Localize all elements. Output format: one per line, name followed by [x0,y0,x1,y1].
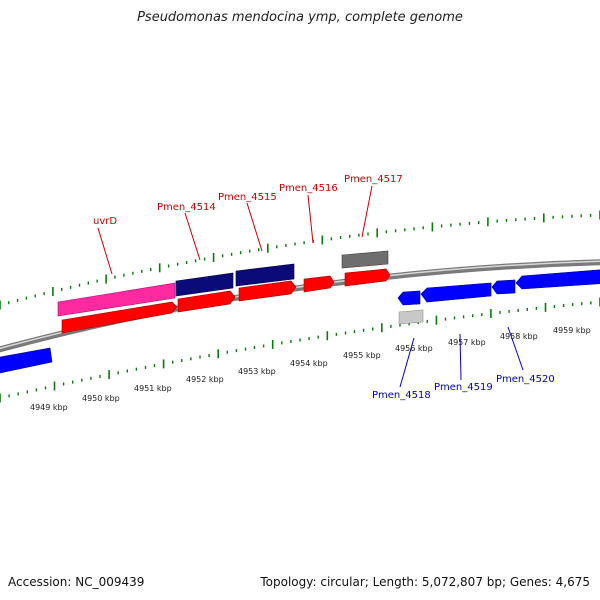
kbp-label-4950: 4950 kbp [82,394,120,403]
forward-gene-row [57,250,389,317]
cds-uvrD[interactable] [61,301,178,334]
kbp-label-4952: 4952 kbp [186,375,224,384]
kbp-label-4951: 4951 kbp [134,384,172,393]
forward-callouts [97,185,373,275]
cds-pmen-4514[interactable] [177,290,236,313]
kbp-label-4959: 4959 kbp [553,326,591,335]
cds-pmen-4520[interactable] [491,279,516,295]
reverse-callouts [399,326,524,388]
kbp-label-4953: 4953 kbp [238,367,276,376]
gene-label-uvrD: uvrD [93,216,117,227]
gene-label-pmen-4516: Pmen_4516 [279,183,338,194]
kbp-axis-labels: 4949 kbp 4950 kbp 4951 kbp 4952 kbp 4953… [30,326,591,412]
forward-cds-row [61,268,391,334]
cds-right-edge[interactable] [515,269,600,290]
gene-label-pmen-4517: Pmen_4517 [344,174,403,185]
cds-pmen-4515[interactable] [238,280,297,302]
reverse-cds-row [0,269,600,374]
kbp-label-4958: 4958 kbp [500,332,538,341]
gene-pmen-4515[interactable] [235,263,295,287]
cds-pmen-4518[interactable] [397,290,421,306]
cds-left-edge[interactable] [0,347,53,374]
gene-label-pmen-4518: Pmen_4518 [372,390,431,401]
cds-pmen-4516[interactable] [303,275,335,293]
cds-pmen-4519[interactable] [420,282,492,303]
gene-pmen-4518[interactable] [398,309,424,325]
gene-label-pmen-4514: Pmen_4514 [157,202,216,213]
cds-pmen-4517[interactable] [344,268,391,287]
kbp-label-4956: 4956 kbp [395,344,433,353]
kbp-label-4955: 4955 kbp [343,351,381,360]
kbp-label-4957: 4957 kbp [448,338,486,347]
gene-pmen-4514[interactable] [175,272,234,297]
genome-summary-text: Topology: circular; Length: 5,072,807 bp… [260,575,590,589]
kbp-label-4949: 4949 kbp [30,403,68,412]
gene-uvrD[interactable] [57,282,176,317]
gene-pmen-4517[interactable] [341,250,389,269]
outer-tick-track [0,210,600,310]
kbp-label-4954: 4954 kbp [290,359,328,368]
inner-tick-track [0,297,600,403]
gene-label-pmen-4515: Pmen_4515 [218,192,277,203]
accession-text: Accession: NC_009439 [8,575,145,589]
gene-label-pmen-4520: Pmen_4520 [496,374,555,385]
gene-label-pmen-4519: Pmen_4519 [434,382,493,393]
map-title: Pseudomonas mendocina ymp, complete geno… [137,10,463,25]
